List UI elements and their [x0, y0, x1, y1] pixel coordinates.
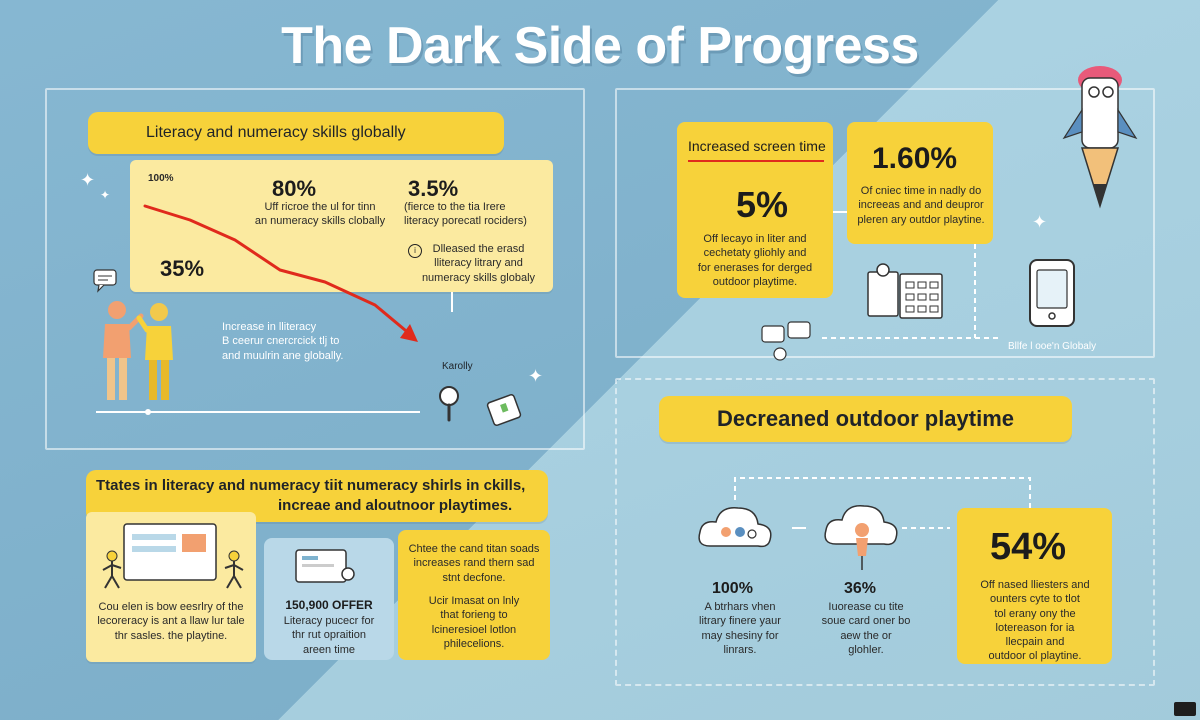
sparkle-icon: ✦ — [80, 170, 96, 190]
bottom-card-3-text1: Chtee the cand titan soads increases ran… — [408, 543, 540, 584]
rocket-pencil-icon — [1062, 66, 1138, 209]
trend-line — [143, 204, 407, 332]
bottom-card-3-text2: Ucir Imasat on lnly that forieng to lcin… — [428, 595, 520, 650]
outdoor-header-pill: Decreaned outdoor playtime — [659, 396, 1072, 442]
bottom-card-2-text: Literacy pucecr for thr rut opraition ar… — [283, 615, 375, 656]
literacy-header-pill: Literacy and numeracy skills globally — [88, 112, 504, 154]
outdoor-header: Decreaned outdoor playtime — [716, 406, 1015, 431]
bottom-left-header-line2: increae and aloutnoor playtimes. — [278, 497, 513, 514]
bottom-left-header-line1: Ttates in literacy and numeracy tiit num… — [96, 476, 526, 494]
stat-3-5: 3.5% — [408, 176, 459, 201]
sparkle-icon-right: ✦ — [528, 366, 544, 386]
person-right-icon — [224, 550, 244, 589]
right-bottom-frame — [615, 378, 1155, 686]
note-text: Dlleased the erasd lliteracy litrary and… — [421, 243, 536, 284]
bottom-trend-text: Increase in lliteracy B ceerur cnercrcic… — [222, 321, 344, 362]
smartphone-icon — [1029, 259, 1075, 327]
stat-3-5-text: (fierce to the tia Irere literacy poreca… — [404, 201, 527, 228]
phone-icon — [486, 394, 522, 426]
right-top-frame — [615, 88, 1155, 358]
calculator-icon — [867, 263, 943, 319]
stat-160-card — [847, 122, 993, 244]
corner-badge — [1174, 702, 1196, 716]
stat-160-text: Of cniec time in nadly do increeas and a… — [857, 185, 985, 226]
monitor-icon — [123, 523, 217, 581]
stat-5-text: Off lecayo in liter and cechetaty gliohl… — [697, 233, 813, 288]
stat-36-text: Iuorease cu tite soue card oner bo aew t… — [821, 601, 911, 656]
axis-dot — [145, 409, 151, 415]
stat-80-text: Uff ricroe the ul for tinn an numeracy s… — [254, 201, 386, 228]
people-icon — [103, 301, 173, 400]
literacy-header: Literacy and numeracy skills globally — [146, 124, 406, 141]
device-label: Bllfe l ooe'n Globaly — [1008, 341, 1097, 352]
bottom-card-2-title: 150,900 OFFER — [285, 598, 373, 612]
bottom-card-1-text: Cou elen is bow eesrlry of the lecorerac… — [97, 601, 245, 642]
page-title: The Dark Side of Progress — [281, 17, 919, 75]
cloud-icon — [698, 507, 772, 548]
stat-160: 1.60% — [872, 142, 958, 175]
stat-54-text: Off nased lliesters and ounters cyte to … — [980, 579, 1090, 663]
cloud-person-icon — [824, 505, 898, 570]
person-left-icon — [102, 550, 122, 589]
stat-100-text: A btrhars vhen litrary finere yaur may s… — [699, 601, 781, 656]
chat-bubble-icon — [93, 269, 117, 293]
stat-5: 5% — [736, 184, 789, 225]
magnifier-icon — [439, 386, 459, 422]
sparkle-icon-small: ✦ — [100, 188, 111, 202]
screen-time-header: Increased screen time — [688, 138, 826, 154]
stat-80: 80% — [272, 176, 317, 201]
chart-top-left-label: 100% — [148, 173, 174, 184]
stat-100: 100% — [712, 580, 753, 597]
sparkle-icon-right-top: ✦ — [1032, 212, 1048, 232]
bottom-card-3 — [398, 530, 550, 660]
stat-54: 54% — [990, 526, 1067, 568]
tablet-icon — [295, 549, 355, 583]
chat-cluster-icon — [761, 321, 811, 361]
info-icon: i — [408, 244, 422, 258]
left-top-frame — [45, 88, 585, 450]
screen-time-card — [677, 122, 833, 298]
icon-label: Karolly — [442, 361, 473, 372]
stat-35-percent: 35% — [160, 256, 205, 281]
stat-36: 36% — [844, 580, 877, 597]
screen-time-underline — [688, 160, 824, 162]
trend-arrowhead — [400, 324, 418, 342]
stat-54-card — [957, 508, 1112, 664]
